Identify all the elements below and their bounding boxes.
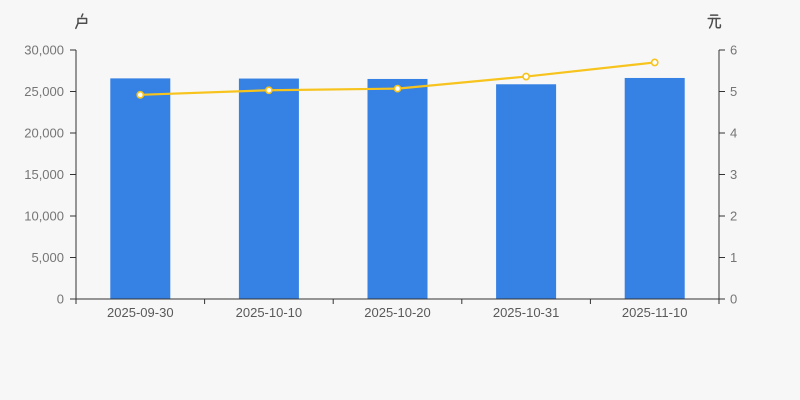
left-axis-tick-label: 5,000 [31, 250, 64, 265]
x-axis-date-label: 2025-10-10 [236, 305, 303, 320]
x-axis-date-label: 2025-11-10 [622, 305, 688, 320]
left-axis-tick-label: 20,000 [24, 126, 64, 141]
left-axis-unit-label [75, 13, 88, 30]
right-axis-unit-label [707, 14, 722, 29]
right-axis-tick-label: 2 [730, 209, 737, 224]
price-point-2025-10-10[interactable] [264, 86, 273, 95]
price-point-2025-10-20[interactable] [393, 84, 402, 93]
bar-2025-10-20[interactable] [367, 78, 428, 299]
right-axis-tick-label: 4 [730, 126, 737, 141]
right-axis-tick-label: 3 [730, 167, 737, 182]
x-axis-date-label: 2025-10-31 [493, 305, 560, 320]
price-point-2025-10-31[interactable] [522, 72, 530, 81]
price-point-2025-09-30[interactable] [136, 90, 145, 99]
left-axis-tick-label: 25,000 [24, 84, 64, 99]
price-point-2025-11-10[interactable] [650, 58, 659, 67]
bar-2025-10-31[interactable] [496, 84, 557, 300]
bar-2025-11-10[interactable] [624, 77, 685, 299]
right-axis-tick-label: 6 [730, 43, 737, 58]
right-axis-tick-label: 0 [730, 292, 737, 307]
left-axis-tick-label: 0 [57, 292, 64, 307]
left-axis-tick-label: 15,000 [24, 167, 64, 182]
x-axis-date-label: 2025-09-30 [107, 305, 174, 320]
right-axis-tick-label: 5 [730, 84, 737, 99]
left-axis-tick-label: 30,000 [24, 43, 64, 58]
x-axis-date-label: 2025-10-20 [364, 305, 431, 320]
bar-2025-09-30[interactable] [110, 78, 171, 299]
right-axis-tick-label: 1 [730, 250, 737, 265]
bar-2025-10-10[interactable] [238, 78, 299, 299]
left-axis-tick-label: 10,000 [24, 209, 64, 224]
